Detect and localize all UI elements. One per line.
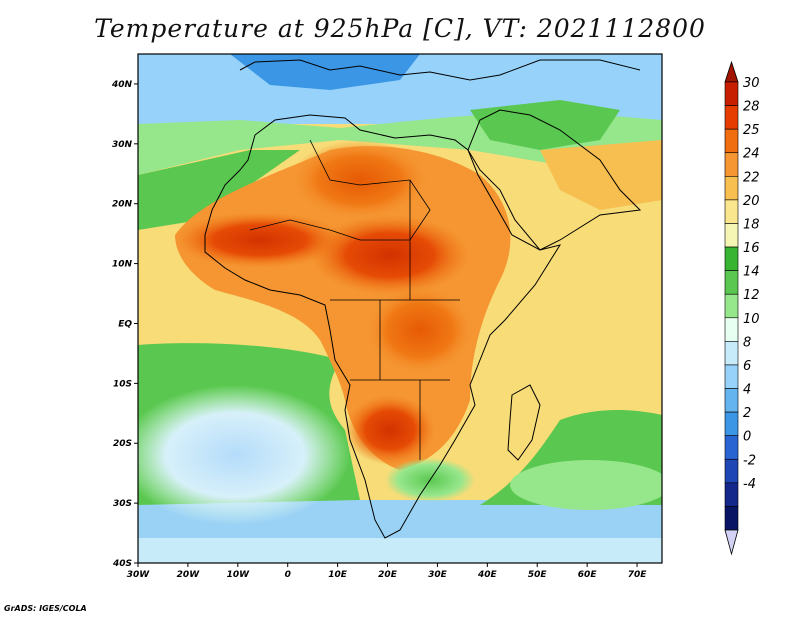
libya-egypt-hot xyxy=(290,140,430,220)
latitude-axis: 40N 30N 20N 10N EQ 10S 20S 30S 40S xyxy=(111,80,138,569)
colorbar-swatch xyxy=(724,128,739,154)
colorbar-swatch xyxy=(724,293,739,319)
colorbar-swatch xyxy=(724,152,739,177)
colorbar-bottom-arrow xyxy=(724,529,739,556)
colorbar-label: 14 xyxy=(743,265,760,280)
colorbar-label: 12 xyxy=(743,288,760,303)
country-borders xyxy=(249,139,460,460)
colorbar-swatch xyxy=(724,81,739,106)
colorbar-swatch xyxy=(724,411,739,436)
atlantic-canary-green xyxy=(138,150,300,230)
x-tick-label: 20E xyxy=(378,570,398,580)
colorbar-label: 18 xyxy=(743,217,760,232)
x-tick-label: 10E xyxy=(328,570,348,580)
colorbar-swatch xyxy=(724,388,739,413)
colorbar-label: 25 xyxy=(743,123,760,138)
colorbar-label: 10 xyxy=(743,312,760,327)
colorbar-label: -2 xyxy=(743,453,756,468)
colorbar-label: 4 xyxy=(743,383,751,398)
madagascar-coastline xyxy=(507,384,541,461)
europe-cold-core xyxy=(230,54,420,90)
colorbar-swatch xyxy=(724,458,739,484)
central-sahel-hot xyxy=(310,215,470,295)
west-sahel-hot xyxy=(175,212,345,268)
colorbar-swatch xyxy=(724,246,739,271)
x-tick-label: 20W xyxy=(177,570,201,580)
temperature-field xyxy=(138,54,662,563)
colorbar-swatch xyxy=(724,435,739,460)
y-tick-label: 40N xyxy=(111,80,133,90)
middle-east-green xyxy=(470,100,620,150)
x-tick-label: 50E xyxy=(528,570,548,580)
southern-africa-hot xyxy=(345,395,435,465)
map-title: Temperature at 925hPa [C], VT: 202111280… xyxy=(94,14,706,43)
y-tick-label: 10N xyxy=(112,260,133,270)
colorbar-swatch xyxy=(724,482,739,507)
x-tick-label: 0 xyxy=(285,570,291,580)
y-tick-label: 30N xyxy=(112,140,133,150)
x-tick-label: 10W xyxy=(227,570,251,580)
colorbar-label: 30 xyxy=(743,76,760,91)
south-indian-light-green xyxy=(510,460,662,510)
y-tick-label: 10S xyxy=(113,379,132,389)
arabia-warm xyxy=(540,140,662,210)
x-tick-label: 70E xyxy=(628,570,648,580)
x-tick-label: 40E xyxy=(477,570,498,580)
colorbar-swatch xyxy=(724,317,739,342)
y-tick-label: EQ xyxy=(118,319,132,329)
colorbar-swatch xyxy=(724,270,739,295)
colorbar-top-arrow xyxy=(724,60,739,83)
colorbar-swatch xyxy=(724,506,739,531)
colorbar-swatch xyxy=(724,223,739,248)
y-tick-label: 30S xyxy=(113,499,132,509)
y-tick-label: 20S xyxy=(113,439,132,449)
africa-coastline xyxy=(204,114,562,539)
colorbar-label: 20 xyxy=(743,194,760,209)
colorbar-swatch xyxy=(724,199,739,224)
south-atlantic-cool-core xyxy=(138,385,350,525)
colorbar-label: 6 xyxy=(743,359,751,374)
x-tick-label: 60E xyxy=(578,570,598,580)
colorbar-swatch xyxy=(724,105,739,130)
longitude-axis: 30W 20W 10W 0 10E 20E 30E 40E 50E 60E 70E xyxy=(127,563,647,580)
southern-ocean-cold xyxy=(138,538,662,563)
europe-coastline xyxy=(239,59,641,81)
colorbar-label: 2 xyxy=(743,406,751,421)
x-tick-label: 30W xyxy=(127,570,151,580)
y-tick-label: 20N xyxy=(112,200,133,210)
colorbar-swatch xyxy=(724,341,739,366)
colorbar-swatch xyxy=(724,176,739,201)
arabia-coastline xyxy=(467,109,642,251)
grads-credit: GrADS: IGES/COLA xyxy=(4,604,87,613)
colorbar-label: 22 xyxy=(743,170,760,185)
congo-hot xyxy=(365,285,475,375)
coastlines xyxy=(204,59,642,539)
colorbar-label: 8 xyxy=(743,335,751,350)
x-tick-label: 30E xyxy=(428,570,448,580)
colorbar-label: 16 xyxy=(743,241,760,256)
map-frame xyxy=(137,53,663,564)
colorbar-label: 28 xyxy=(743,100,760,115)
colorbar-swatch xyxy=(724,364,739,389)
colorbar-label: 24 xyxy=(743,147,760,162)
y-tick-label: 40S xyxy=(112,559,132,569)
colorbar-label: -4 xyxy=(743,477,756,492)
colorbar-label: 0 xyxy=(743,430,751,445)
